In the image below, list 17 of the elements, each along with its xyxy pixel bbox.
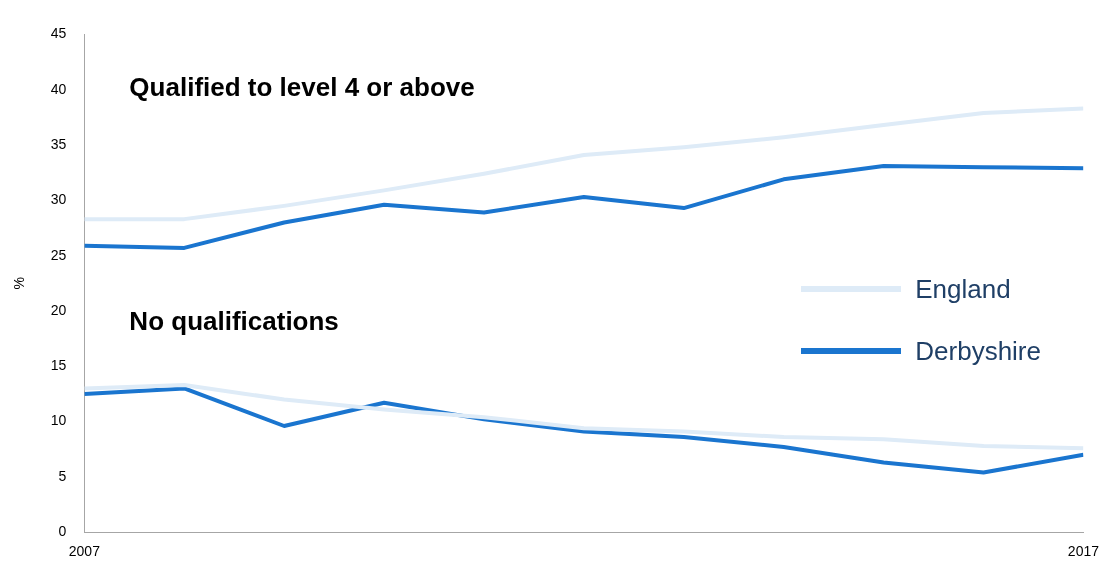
x-tick-label: 2017 <box>1067 543 1100 560</box>
y-tick-label: 20 <box>50 301 67 318</box>
y-tick-label: 10 <box>50 412 67 429</box>
y-tick-label: 40 <box>50 80 67 97</box>
legend-label: England <box>915 273 1011 305</box>
y-tick-label: 0 <box>58 523 67 540</box>
annotation: Qualified to level 4 or above <box>129 72 475 103</box>
y-axis-title: % <box>11 277 28 290</box>
legend-label: Derbyshire <box>915 335 1041 367</box>
y-tick-label: 25 <box>50 246 67 263</box>
y-tick-label: 15 <box>50 357 67 374</box>
annotation: No qualifications <box>129 306 339 337</box>
y-tick-label: 5 <box>58 467 67 484</box>
y-tick-label: 30 <box>50 191 67 208</box>
y-tick-label: 45 <box>50 25 67 42</box>
y-tick-label: 35 <box>50 135 67 152</box>
x-tick-label: 2007 <box>68 543 101 560</box>
